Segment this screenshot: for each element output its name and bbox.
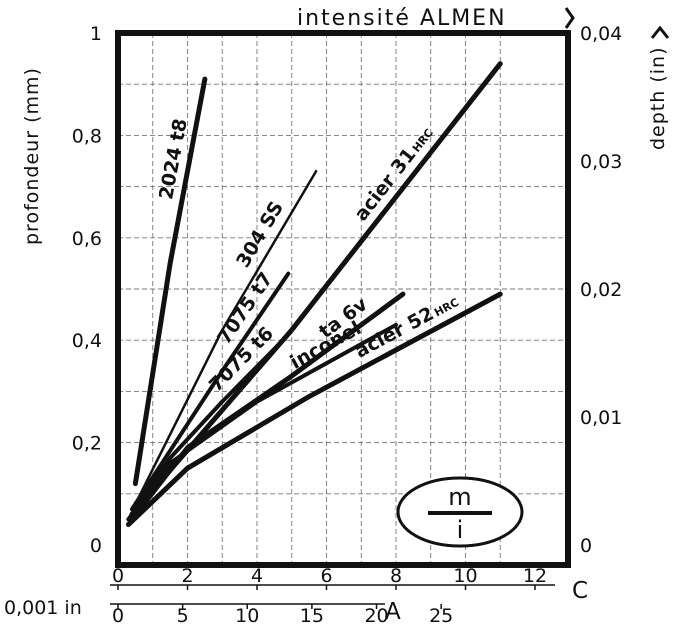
x-tick-label-C: 4 [251, 565, 263, 587]
series-line [134, 169, 318, 506]
legend-denominator: i [457, 516, 464, 544]
y-tick-label-left: 1 [90, 23, 102, 45]
x-tick-label-C: 8 [390, 565, 402, 587]
y-axis-label-left: profondeur (mm) [21, 67, 43, 245]
y-tick-label-left: 0,8 [72, 125, 102, 147]
x-tick-label-C: 0 [112, 565, 124, 587]
series-line [125, 291, 503, 528]
legend-bar [428, 511, 492, 515]
x-scale-C-letter: C [572, 578, 588, 604]
x-tick-label-A: 15 [300, 605, 324, 627]
y-axis-label-right: depth (in) [647, 47, 669, 151]
y-tick-label-right: 0,03 [580, 151, 622, 173]
x-tick-label-C: 10 [453, 565, 477, 587]
x-axis-label-bottom: 0,001 in [4, 597, 82, 619]
x-tick-label-A: 25 [429, 605, 453, 627]
x-tick-label-A: 0 [112, 605, 124, 627]
legend-numerator: m [448, 483, 471, 511]
y-tick-label-left: 0,2 [72, 433, 102, 455]
x-tick-label-C: 12 [523, 565, 547, 587]
y-tick-label-left: 0 [90, 535, 102, 557]
y-tick-label-right: 0 [580, 535, 592, 557]
plot-frame [115, 30, 571, 568]
y-tick-label-left: 0,6 [72, 228, 102, 250]
y-tick-label-right: 0,04 [580, 23, 622, 45]
y-tick-label-right: 0,02 [580, 279, 622, 301]
chart-title: intensité ALMEN [297, 6, 507, 31]
x-tick-label-C: 6 [320, 565, 332, 587]
right-axis-arrow-icon [650, 25, 670, 39]
series-label: acier 31HRC [350, 122, 437, 225]
x-tick-label-C: 2 [181, 565, 193, 587]
x-tick-label-A: 10 [235, 605, 259, 627]
x-tick-label-A: 5 [177, 605, 189, 627]
series-line [129, 271, 291, 512]
y-tick-label-left: 0,4 [72, 330, 102, 352]
y-tick-label-right: 0,01 [580, 407, 622, 429]
legend-box: m i [396, 476, 524, 548]
series-line [132, 76, 208, 487]
series-line [126, 322, 398, 522]
x-tick-label-A: 20 [364, 605, 388, 627]
x-scale-A-letter: A [385, 599, 401, 625]
title-arrow-icon [564, 7, 575, 29]
